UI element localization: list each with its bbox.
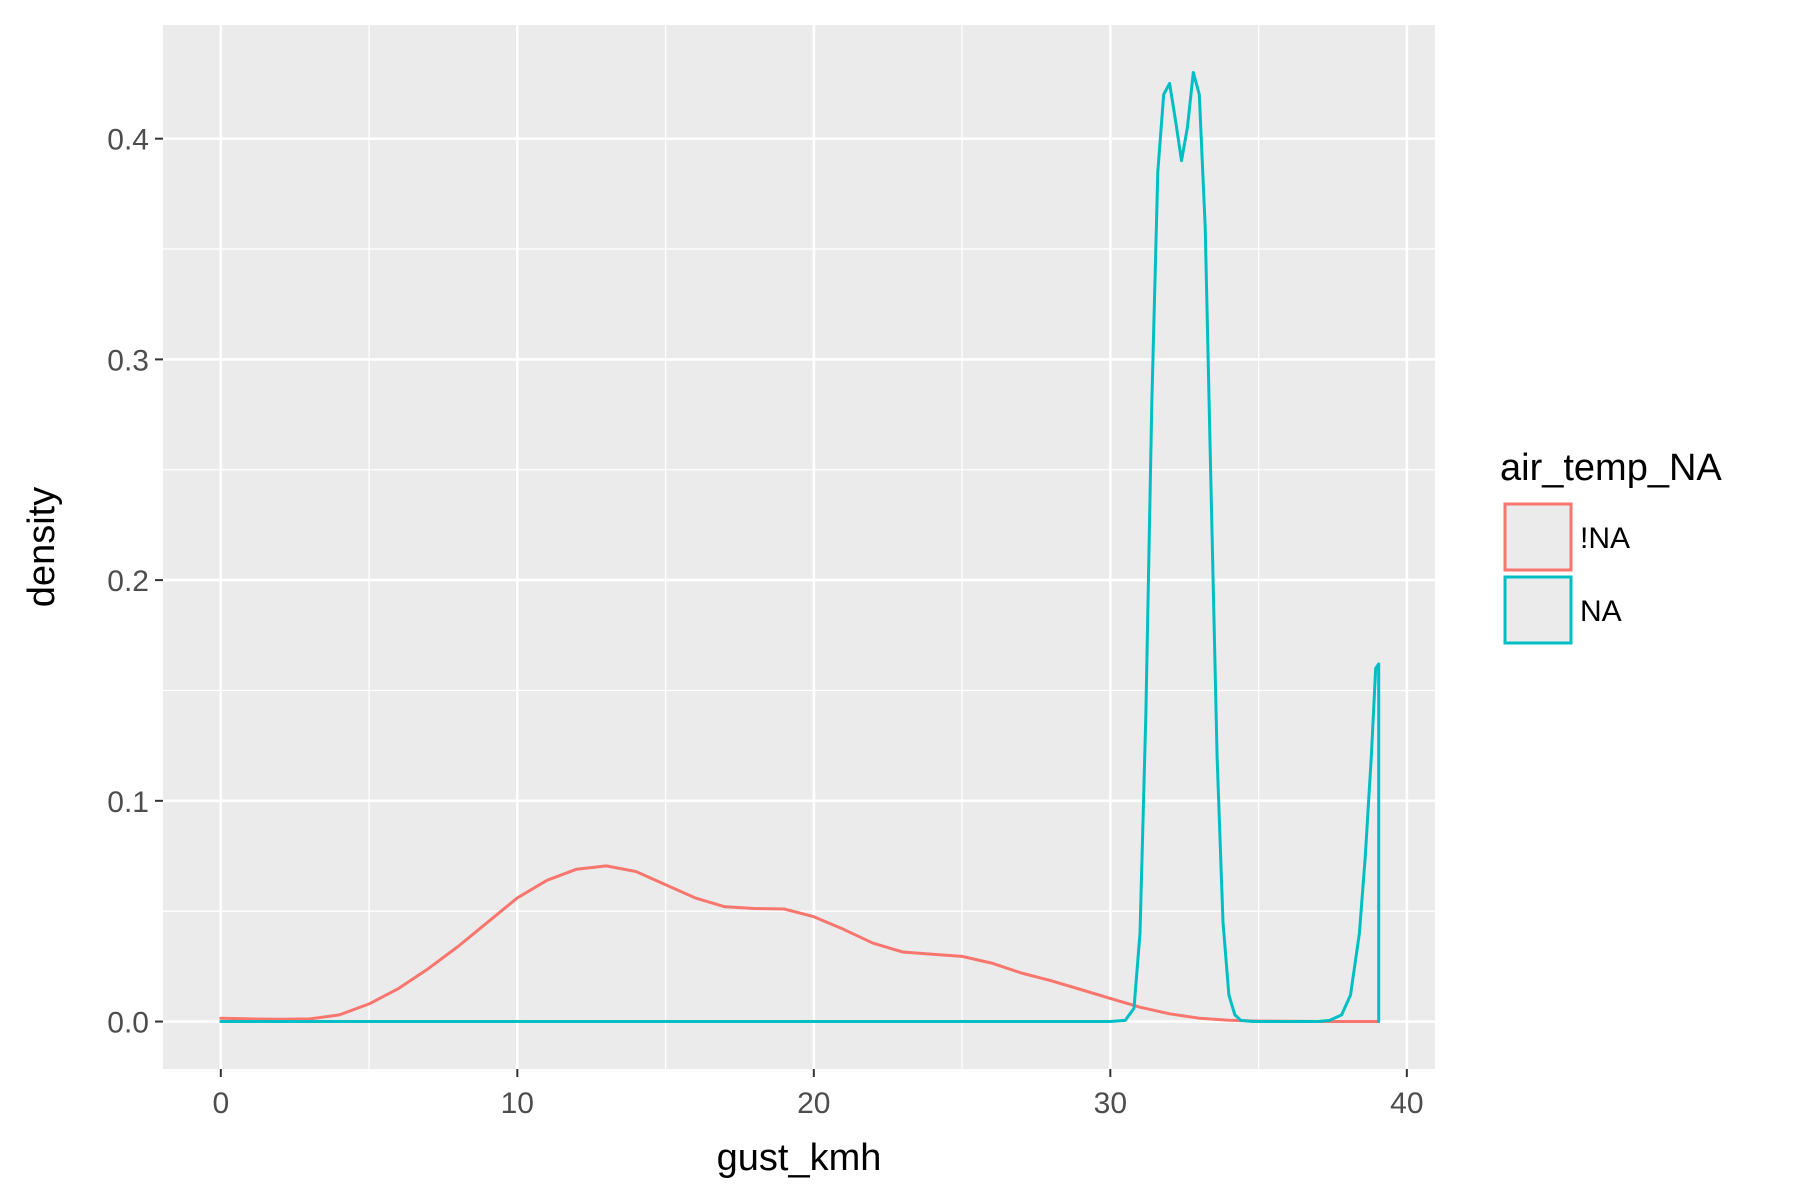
y-tick-label: 0.2 [107,565,149,598]
y-tick-label: 0.1 [107,786,149,819]
x-axis: 0 10 20 30 40 [212,1069,1424,1120]
legend-key-na-excluded [1503,502,1573,572]
legend-label: NA [1580,595,1622,628]
series-line-na-excluded [219,864,1379,1023]
y-tick-label: 0.3 [107,344,149,377]
legend-label: !NA [1580,522,1630,555]
x-axis-title: gust_kmh [717,1137,882,1179]
legend-item: NA [1503,575,1622,645]
y-tick-label: 0.4 [107,124,149,157]
x-tick-label: 30 [1094,1087,1127,1120]
legend-key-na [1503,575,1573,645]
legend: air_temp_NA !NA NA [1500,447,1722,645]
legend-title: air_temp_NA [1500,447,1722,489]
x-tick-label: 10 [501,1087,534,1120]
y-axis-title: density [21,487,63,607]
legend-item: !NA [1503,502,1630,572]
x-tick-label: 40 [1390,1087,1423,1120]
x-tick-label: 0 [212,1087,229,1120]
series-layer [219,71,1381,1023]
grid-minor [163,25,1435,1069]
y-axis: 0.0 0.1 0.2 0.3 0.4 [107,124,163,1040]
x-tick-label: 20 [797,1087,830,1120]
y-tick-label: 0.0 [107,1007,149,1040]
series-line-na [219,71,1381,1023]
